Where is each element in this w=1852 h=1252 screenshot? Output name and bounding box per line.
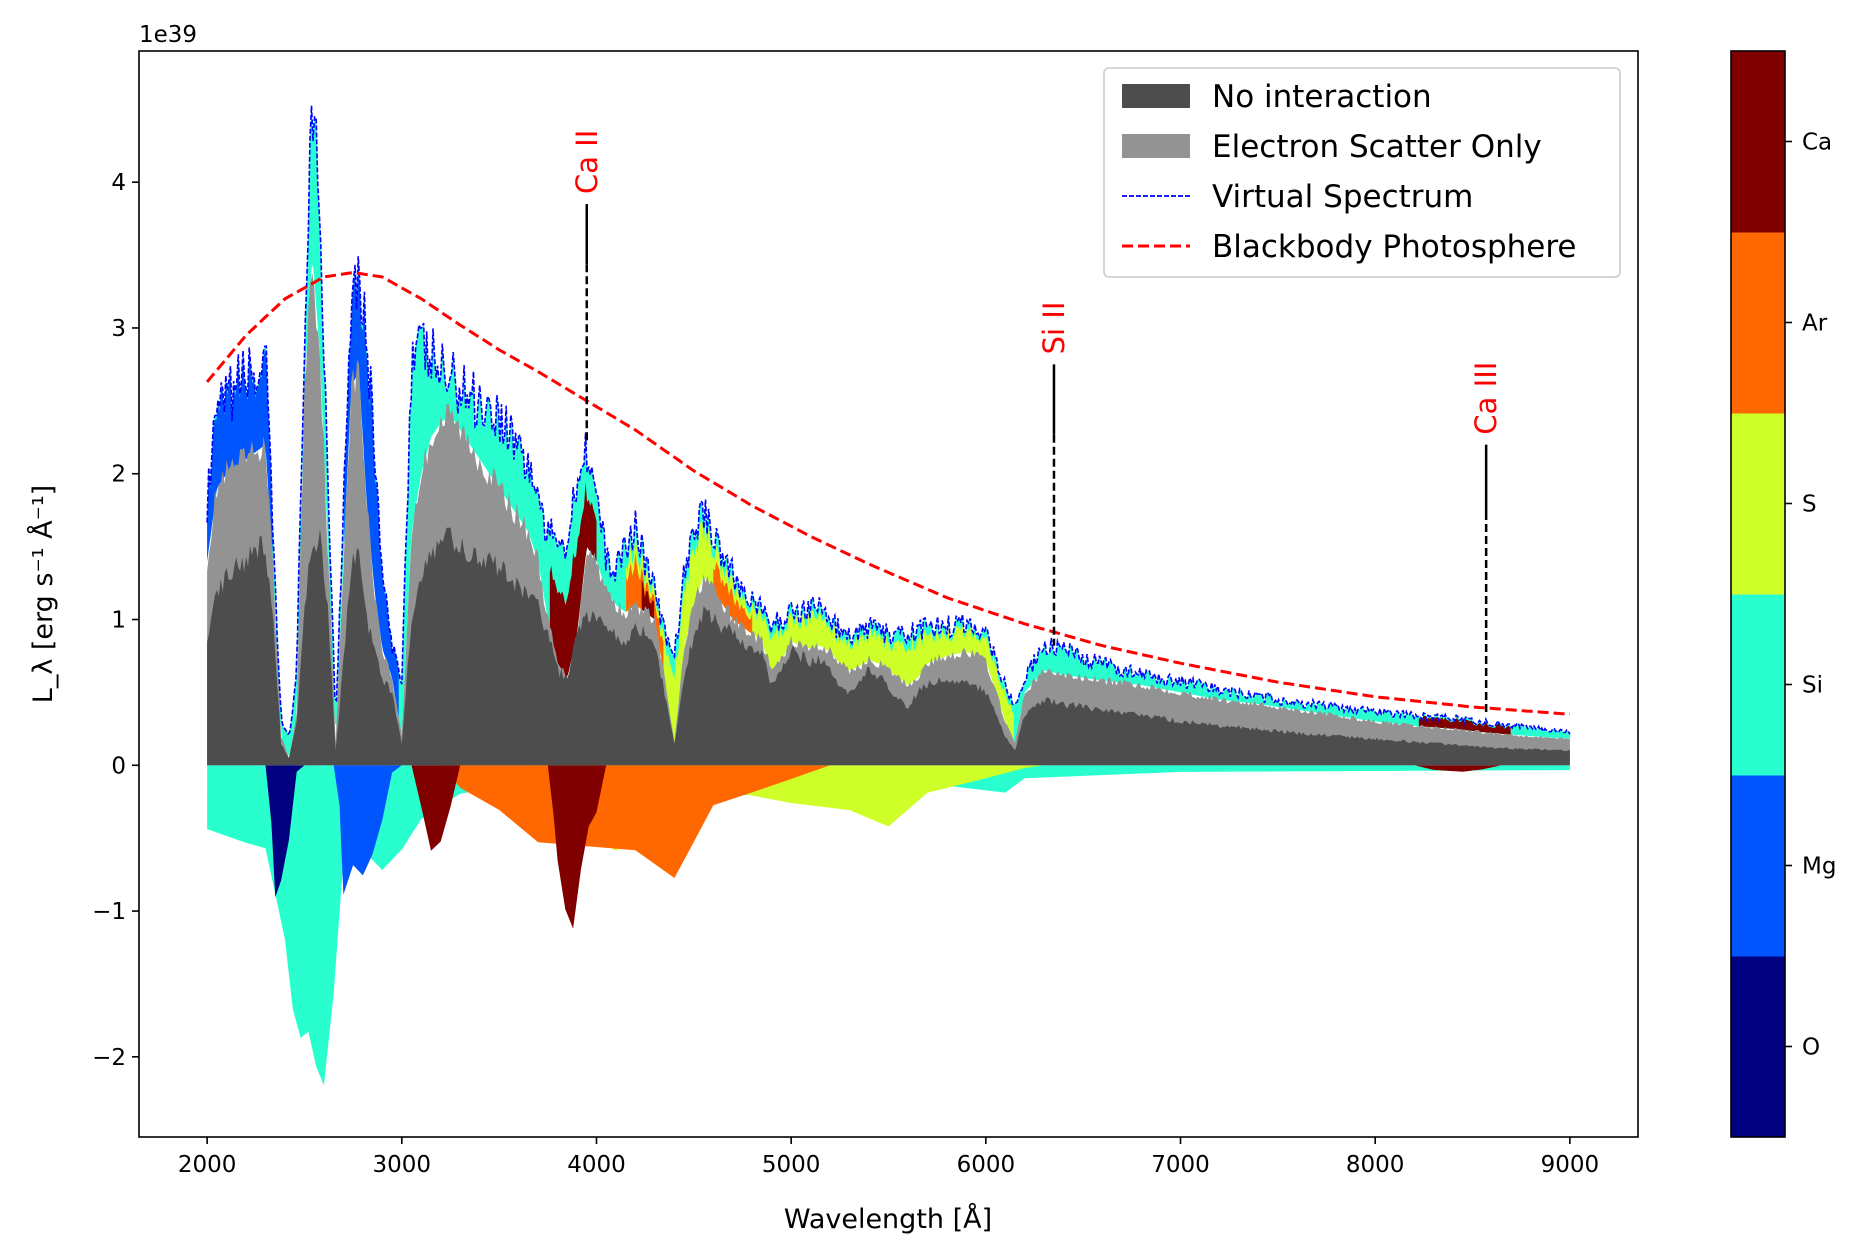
element-emission-band <box>344 262 399 718</box>
colorbar-segment <box>1731 594 1785 776</box>
legend-box <box>1103 67 1621 278</box>
y-tick-label: 1 <box>111 608 126 634</box>
x-tick-label: 4000 <box>567 1152 626 1178</box>
element-emission-band <box>207 105 1570 756</box>
colorbar-segment <box>1731 956 1785 1138</box>
element-emission-band <box>549 482 597 678</box>
blackbody-line <box>205 271 1571 716</box>
element-colorbar: O Mg Si S Ar Ca <box>1730 50 1836 1138</box>
x-axis: 2000 3000 4000 5000 6000 7000 8000 9000 <box>178 1137 1599 1178</box>
colorbar-frame <box>1730 50 1786 1138</box>
colorbar-label: S <box>1802 492 1817 518</box>
element-emission-band <box>626 519 1014 744</box>
x-tick-label: 9000 <box>1541 1152 1600 1178</box>
absorption-band <box>1414 765 1502 772</box>
line-id-label: Ca III <box>1469 362 1503 435</box>
legend-swatch <box>1122 84 1190 108</box>
legend-label: No interaction <box>1212 79 1432 115</box>
y-tick-label: 0 <box>111 753 126 779</box>
absorption-band <box>333 765 402 895</box>
y-tick-label: −2 <box>92 1045 126 1071</box>
legend-label: Virtual Spectrum <box>1212 179 1473 215</box>
legend-label: Electron Scatter Only <box>1212 129 1542 165</box>
x-tick-label: 3000 <box>373 1152 432 1178</box>
spectrum-series <box>205 105 1571 766</box>
colorbar-label: O <box>1802 1035 1820 1061</box>
y-axis-title: L_λ [erg s⁻¹ Å⁻¹] <box>27 485 59 703</box>
y-offset-text: 1e39 <box>139 22 197 48</box>
line-identifications: Ca II Si II Ca III <box>570 130 1503 715</box>
x-tick-label: 7000 <box>1151 1152 1210 1178</box>
colorbar-segment <box>1731 413 1785 595</box>
legend-swatch <box>1122 134 1190 158</box>
x-tick-label: 5000 <box>762 1152 821 1178</box>
element-emission-band <box>1418 715 1511 735</box>
absorption-band <box>547 765 607 929</box>
y-axis: −2 −1 0 1 2 3 4 <box>92 170 139 1071</box>
absorption-contributions <box>207 765 1570 1086</box>
absorption-band <box>440 765 831 878</box>
x-tick-label: 6000 <box>957 1152 1016 1178</box>
colorbar-label: Mg <box>1802 854 1836 880</box>
x-tick-label: 8000 <box>1346 1152 1405 1178</box>
x-axis-title: Wavelength [Å] <box>784 1203 992 1235</box>
absorption-band <box>411 765 461 851</box>
absorption-band <box>265 765 305 898</box>
plot-frame <box>138 50 1639 1138</box>
virtual-spectrum-line <box>206 105 1571 736</box>
line-id-label: Si II <box>1037 302 1071 355</box>
colorbar-label: Si <box>1802 673 1823 699</box>
element-emission-band <box>713 561 753 635</box>
legend-label: Blackbody Photosphere <box>1212 229 1577 265</box>
colorbar-label: Ca <box>1802 130 1832 156</box>
no-interaction-area <box>207 527 1570 766</box>
y-tick-label: 2 <box>111 462 126 488</box>
y-tick-label: 4 <box>111 170 126 196</box>
colorbar-segment <box>1731 775 1785 957</box>
plot-area: Ca II Si II Ca III <box>205 105 1571 1086</box>
x-tick-label: 2000 <box>178 1152 237 1178</box>
colorbar-segment <box>1731 51 1785 233</box>
line-id-label: Ca II <box>570 130 604 194</box>
colorbar-label: Ar <box>1802 311 1828 337</box>
colorbar-segment <box>1731 232 1785 414</box>
y-tick-label: −1 <box>92 899 126 925</box>
legend: No interaction Electron Scatter Only Virtu… <box>1103 67 1621 278</box>
y-tick-label: 3 <box>111 316 126 342</box>
